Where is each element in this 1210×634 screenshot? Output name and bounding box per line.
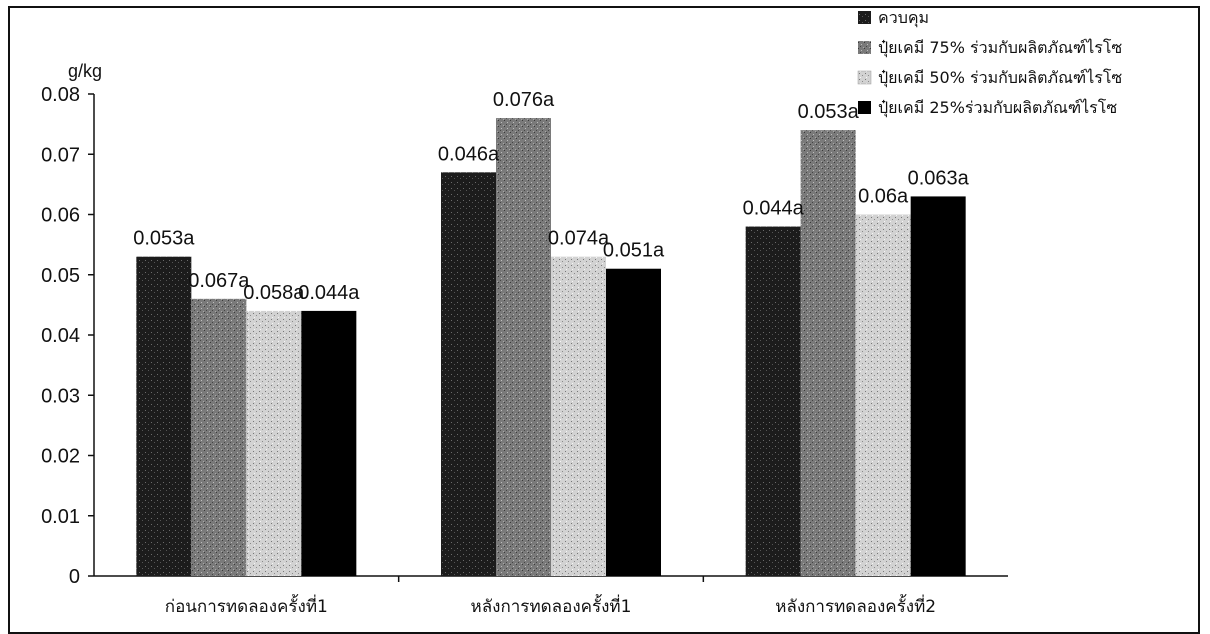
bar-value-label: 0.046a — [438, 143, 500, 165]
legend: ควบคุมปุ๋ยเคมี 75% ร่วมกับผลิตภัณฑ์ไรโซป… — [857, 8, 1122, 118]
y-tick-label: 0.02 — [41, 446, 80, 468]
bar — [745, 226, 801, 577]
bar — [910, 196, 966, 577]
bar-value-label: 0.044a — [743, 198, 805, 220]
legend-swatch — [858, 11, 871, 24]
bar — [551, 256, 606, 576]
bar — [855, 214, 911, 576]
bar-value-label: 0.053a — [133, 228, 195, 250]
y-axis-unit-label: g/kg — [68, 61, 102, 81]
bars — [136, 118, 966, 577]
bar — [441, 172, 496, 576]
y-tick-label: 0.01 — [41, 506, 80, 528]
bar-value-label: 0.067a — [188, 270, 250, 292]
legend-label: ปุ๋ยเคมี 50% ร่วมกับผลิตภัณฑ์ไรโซ — [878, 68, 1122, 88]
bar — [246, 310, 302, 576]
legend-label: ปุ๋ยเคมี 75% ร่วมกับผลิตภัณฑ์ไรโซ — [878, 38, 1122, 58]
legend-label: ปุ๋ยเคมี 25%ร่วมกับผลิตภัณฑ์ไรโซ — [878, 98, 1117, 118]
data-labels: 0.053a 0.046a 0.044a 0.067a 0.076a 0.053a 0.05… — [133, 89, 969, 304]
legend-label: ควบคุม — [878, 8, 929, 28]
bar — [800, 130, 856, 576]
y-tick-label: 0.06 — [41, 205, 80, 227]
bar — [136, 256, 192, 576]
legend-swatch — [857, 70, 872, 85]
legend-swatch — [858, 101, 871, 114]
x-category-label: หลังการทดลองครั้งที่2 — [775, 594, 936, 617]
y-tick-label: 0.04 — [41, 325, 80, 347]
y-tick-label: 0.03 — [41, 385, 80, 407]
bar — [191, 298, 247, 576]
x-category-label: หลังการทดลองครั้งที่1 — [471, 594, 632, 617]
y-tick-label: 0.07 — [41, 144, 80, 166]
bar-value-label: 0.063a — [908, 167, 970, 189]
bar-value-label: 0.044a — [298, 282, 360, 304]
bar — [606, 268, 661, 576]
bar-value-label: 0.076a — [493, 89, 555, 111]
y-tick-label: 0.05 — [41, 265, 80, 287]
bar-value-label: 0.058a — [243, 282, 305, 304]
bar-value-label: 0.06a — [858, 186, 909, 208]
bar — [496, 118, 551, 576]
bar-value-label: 0.074a — [548, 228, 610, 250]
legend-swatch — [858, 41, 871, 54]
axes: 0 0.01 0.02 0.03 0.04 0.05 0.06 0.07 0.08 g/kg ก่อ… — [41, 61, 1008, 617]
bar-value-label: 0.053a — [798, 101, 860, 123]
y-tick-label: 0 — [69, 566, 80, 588]
y-tick-label: 0.08 — [41, 84, 80, 106]
bar-value-label: 0.051a — [603, 240, 665, 262]
x-category-label: ก่อนการทดลองครั้งที่1 — [165, 594, 328, 617]
bar — [301, 310, 357, 576]
